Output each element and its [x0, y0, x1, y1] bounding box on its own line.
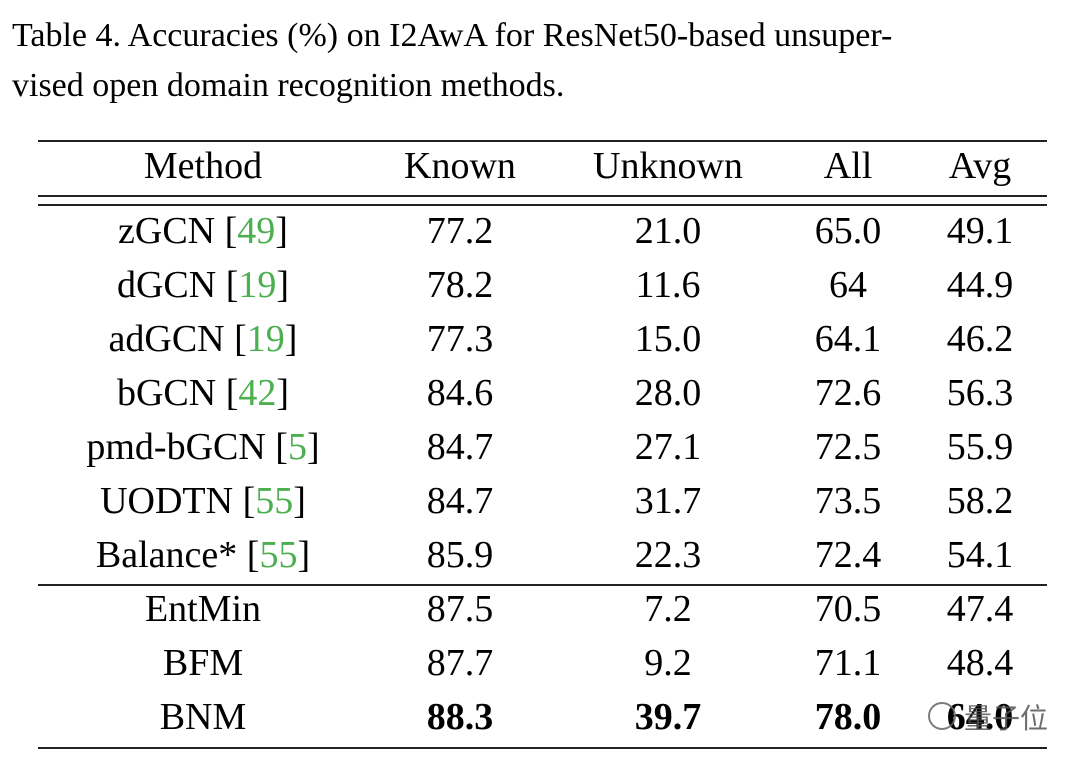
- value-cell: 72.5: [815, 426, 882, 468]
- value-cell: 87.7: [427, 642, 494, 684]
- method-name: ]: [275, 210, 288, 252]
- method-cell: BNM: [160, 696, 247, 738]
- citation: 42: [238, 372, 276, 414]
- method-name: BFM: [163, 642, 243, 684]
- method-name: ]: [307, 426, 320, 468]
- value-cell: 58.2: [947, 480, 1014, 522]
- watermark-icon: [928, 702, 956, 730]
- value-cell: 56.3: [947, 372, 1014, 414]
- value-cell: 71.1: [815, 642, 882, 684]
- value-cell: 78.2: [427, 264, 494, 306]
- method-cell: BFM: [163, 642, 243, 684]
- method-name: UODTN [: [100, 480, 255, 522]
- value-cell: 77.2: [427, 210, 494, 252]
- citation: 49: [237, 210, 275, 252]
- value-cell: 64: [829, 264, 867, 306]
- caption-line: vised open domain recognition methods.: [12, 67, 564, 104]
- value-cell: 54.1: [947, 534, 1014, 576]
- value-cell: 21.0: [635, 210, 702, 252]
- citation: 19: [238, 264, 276, 306]
- method-name: EntMin: [145, 588, 261, 630]
- value-cell: 87.5: [427, 588, 494, 630]
- method-cell: zGCN [49]: [118, 210, 288, 252]
- value-cell: 77.3: [427, 318, 494, 360]
- value-cell: 72.4: [815, 534, 882, 576]
- watermark-text: 量子位: [964, 703, 1048, 735]
- value-cell: 27.1: [635, 426, 702, 468]
- citation: 55: [255, 480, 293, 522]
- value-cell: 31.7: [635, 480, 702, 522]
- value-cell: 44.9: [947, 264, 1014, 306]
- header-cell: Avg: [949, 145, 1012, 187]
- header-cell: Known: [404, 145, 516, 187]
- citation: 5: [288, 426, 307, 468]
- value-cell: 28.0: [635, 372, 702, 414]
- header-cell: Unknown: [593, 145, 743, 187]
- method-name: BNM: [160, 696, 247, 738]
- method-name: ]: [297, 534, 310, 576]
- method-name: zGCN [: [118, 210, 237, 252]
- value-cell: 22.3: [635, 534, 702, 576]
- value-cell: 84.7: [427, 426, 494, 468]
- value-cell: 9.2: [644, 642, 692, 684]
- method-name: ]: [276, 264, 289, 306]
- method-cell: bGCN [42]: [117, 372, 289, 414]
- value-cell: 72.6: [815, 372, 882, 414]
- value-cell: 39.7: [635, 696, 702, 738]
- value-cell: 48.4: [947, 642, 1014, 684]
- method-cell: dGCN [19]: [117, 264, 289, 306]
- method-name: dGCN [: [117, 264, 238, 306]
- value-cell: 47.4: [947, 588, 1014, 630]
- method-name: bGCN [: [117, 372, 238, 414]
- value-cell: 15.0: [635, 318, 702, 360]
- method-cell: pmd-bGCN [5]: [86, 426, 319, 468]
- value-cell: 7.2: [644, 588, 692, 630]
- value-cell: 84.7: [427, 480, 494, 522]
- method-cell: adGCN [19]: [109, 318, 298, 360]
- method-name: Balance* [: [96, 534, 260, 576]
- citation: 19: [247, 318, 285, 360]
- method-cell: Balance* [55]: [96, 534, 310, 576]
- method-name: adGCN [: [109, 318, 247, 360]
- value-cell: 84.6: [427, 372, 494, 414]
- value-cell: 70.5: [815, 588, 882, 630]
- value-cell: 73.5: [815, 480, 882, 522]
- method-cell: EntMin: [145, 588, 261, 630]
- method-name: ]: [276, 372, 289, 414]
- value-cell: 46.2: [947, 318, 1014, 360]
- header-cell: Method: [144, 145, 262, 187]
- value-cell: 64.0: [947, 696, 1014, 738]
- watermark: 量子位: [928, 702, 1048, 735]
- method-name: ]: [285, 318, 298, 360]
- value-cell: 85.9: [427, 534, 494, 576]
- value-cell: 65.0: [815, 210, 882, 252]
- value-cell: 11.6: [635, 264, 700, 306]
- value-cell: 88.3: [427, 696, 494, 738]
- value-cell: 49.1: [947, 210, 1014, 252]
- value-cell: 78.0: [815, 696, 882, 738]
- method-name: pmd-bGCN [: [86, 426, 288, 468]
- caption-line: Table 4. Accuracies (%) on I2AwA for Res…: [12, 17, 892, 54]
- method-name: ]: [293, 480, 306, 522]
- method-cell: UODTN [55]: [100, 480, 306, 522]
- citation: 55: [259, 534, 297, 576]
- value-cell: 64.1: [815, 318, 882, 360]
- value-cell: 55.9: [947, 426, 1014, 468]
- header-cell: All: [824, 145, 873, 187]
